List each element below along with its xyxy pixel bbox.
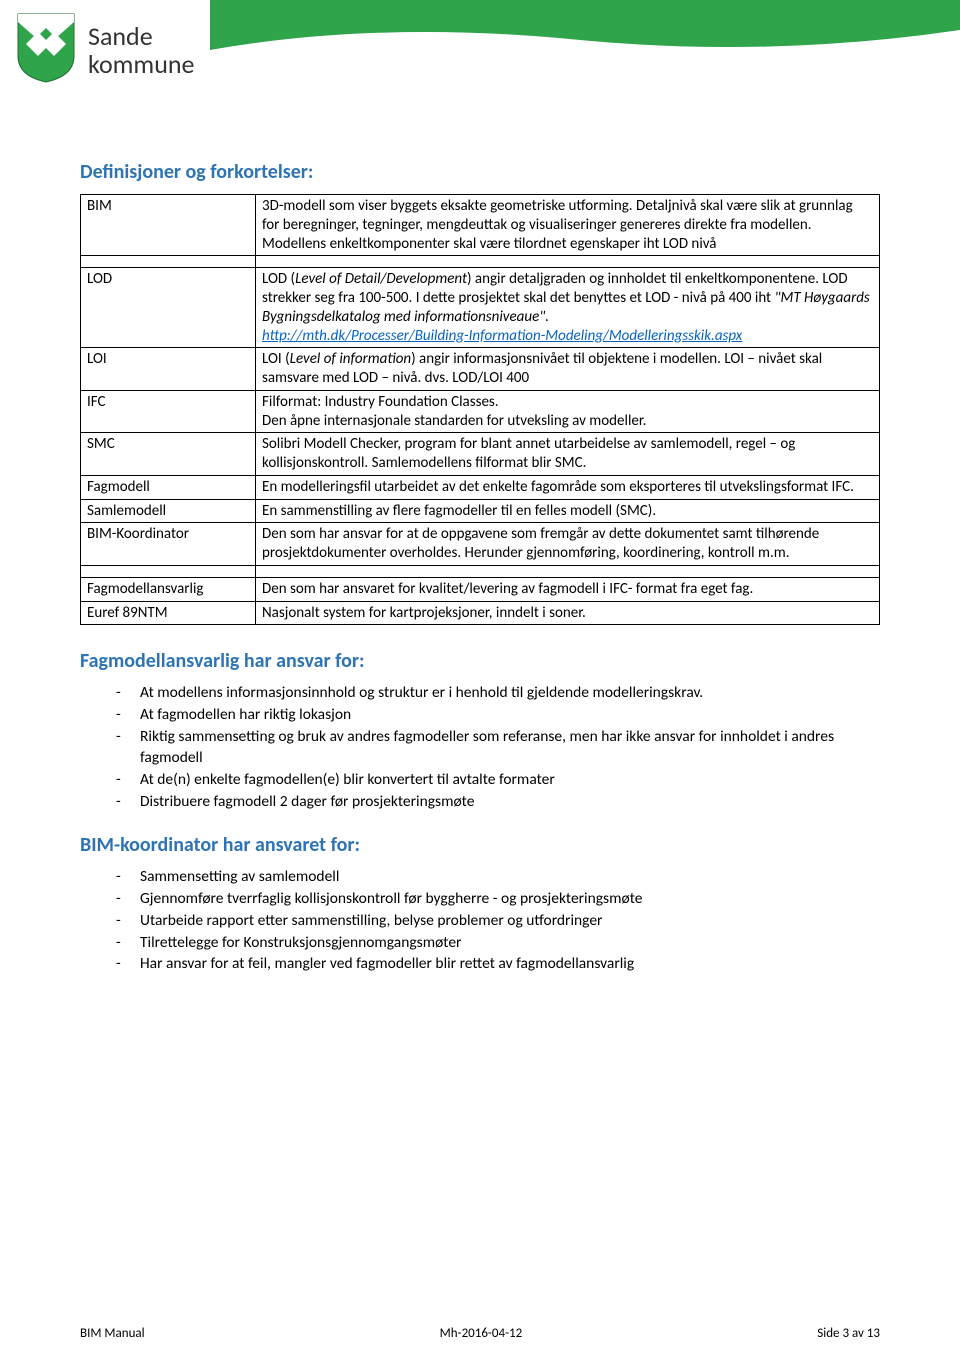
term-bimkoordinator: BIM-Koordinator	[81, 523, 256, 566]
section-title-definisjoner: Definisjoner og forkortelser:	[80, 160, 880, 184]
def-fagmodell: En modelleringsfil utarbeidet av det enk…	[256, 475, 880, 499]
term-bim: BIM	[81, 195, 256, 256]
footer-right: Side 3 av 13	[817, 1326, 880, 1341]
list-item: Riktig sammensetting og bruk av andres f…	[116, 727, 880, 769]
page-header: Sande kommune	[0, 0, 960, 120]
table-row: SMC Solibri Modell Checker, program for …	[81, 433, 880, 476]
shield-icon	[14, 12, 78, 89]
list-item: Sammensetting av samlemodell	[116, 867, 880, 888]
def-ifc: Filformat: Industry Foundation Classes. …	[256, 390, 880, 433]
term-euref: Euref 89NTM	[81, 601, 256, 625]
section-title-bimkoord: BIM-koordinator har ansvaret for:	[80, 833, 880, 857]
def-euref: Nasjonalt system for kartprojeksjoner, i…	[256, 601, 880, 625]
def-smc: Solibri Modell Checker, program for blan…	[256, 433, 880, 476]
table-row: IFC Filformat: Industry Foundation Class…	[81, 390, 880, 433]
table-row: LOI LOI (Level of information) angir inf…	[81, 348, 880, 391]
list-item: Gjennomføre tverrfaglig kollisjonskontro…	[116, 889, 880, 910]
list-item: Har ansvar for at feil, mangler ved fagm…	[116, 954, 880, 975]
page-content: Definisjoner og forkortelser: BIM 3D-mod…	[0, 120, 960, 1016]
def-fagmodellansvarlig: Den som har ansvaret for kvalitet/leveri…	[256, 577, 880, 601]
header-stripe	[210, 0, 960, 62]
list-item: Distribuere fagmodell 2 dager før prosje…	[116, 792, 880, 813]
term-fagmodell: Fagmodell	[81, 475, 256, 499]
list-item: At de(n) enkelte fagmodellen(e) blir kon…	[116, 770, 880, 791]
bimkoord-bullets: Sammensetting av samlemodell Gjennomføre…	[80, 867, 880, 976]
logo-line-1: Sande	[88, 23, 194, 50]
def-bim: 3D-modell som viser byggets eksakte geom…	[256, 195, 880, 256]
fagmodell-bullets: At modellens informasjonsinnhold og stru…	[80, 683, 880, 813]
footer-left: BIM Manual	[80, 1326, 145, 1341]
list-item: Utarbeide rapport etter sammenstilling, …	[116, 911, 880, 932]
table-row: LOD LOD (Level of Detail/Development) an…	[81, 268, 880, 348]
definitions-table: BIM 3D-modell som viser byggets eksakte …	[80, 194, 880, 625]
logo-block: Sande kommune	[14, 12, 194, 89]
logo-line-2: kommune	[88, 51, 194, 78]
def-samlemodell: En sammenstilling av flere fagmodeller t…	[256, 499, 880, 523]
term-smc: SMC	[81, 433, 256, 476]
term-loi: LOI	[81, 348, 256, 391]
term-lod: LOD	[81, 268, 256, 348]
def-loi: LOI (Level of information) angir informa…	[256, 348, 880, 391]
table-row: Samlemodell En sammenstilling av flere f…	[81, 499, 880, 523]
list-item: Tilrettelegge for Konstruksjonsgjennomga…	[116, 933, 880, 954]
table-row: Fagmodell En modelleringsfil utarbeidet …	[81, 475, 880, 499]
def-lod: LOD (Level of Detail/Development) angir …	[256, 268, 880, 348]
page-footer: BIM Manual Mh-2016-04-12 Side 3 av 13	[80, 1326, 880, 1341]
def-bimkoordinator: Den som har ansvar for at de oppgavene s…	[256, 523, 880, 566]
table-row: BIM-Koordinator Den som har ansvar for a…	[81, 523, 880, 566]
footer-center: Mh-2016-04-12	[440, 1326, 523, 1341]
list-item: At modellens informasjonsinnhold og stru…	[116, 683, 880, 704]
table-row: Fagmodellansvarlig Den som har ansvaret …	[81, 577, 880, 601]
table-row: BIM 3D-modell som viser byggets eksakte …	[81, 195, 880, 256]
lod-link[interactable]: http://mth.dk/Processer/Building-Informa…	[262, 327, 742, 345]
list-item: At fagmodellen har riktig lokasjon	[116, 705, 880, 726]
term-fagmodellansvarlig: Fagmodellansvarlig	[81, 577, 256, 601]
logo-text: Sande kommune	[88, 23, 194, 78]
term-ifc: IFC	[81, 390, 256, 433]
table-row: Euref 89NTM Nasjonalt system for kartpro…	[81, 601, 880, 625]
term-samlemodell: Samlemodell	[81, 499, 256, 523]
section-title-fagmodell: Fagmodellansvarlig har ansvar for:	[80, 649, 880, 673]
